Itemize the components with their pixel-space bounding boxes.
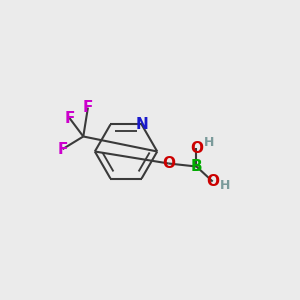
Text: O: O — [162, 156, 175, 171]
Text: N: N — [135, 117, 148, 132]
Text: F: F — [57, 142, 68, 157]
Text: B: B — [191, 159, 202, 174]
Text: F: F — [83, 100, 93, 115]
Text: H: H — [204, 136, 214, 149]
Text: H: H — [220, 179, 230, 192]
Text: O: O — [190, 140, 203, 155]
Text: F: F — [64, 110, 75, 125]
Text: O: O — [206, 174, 219, 189]
